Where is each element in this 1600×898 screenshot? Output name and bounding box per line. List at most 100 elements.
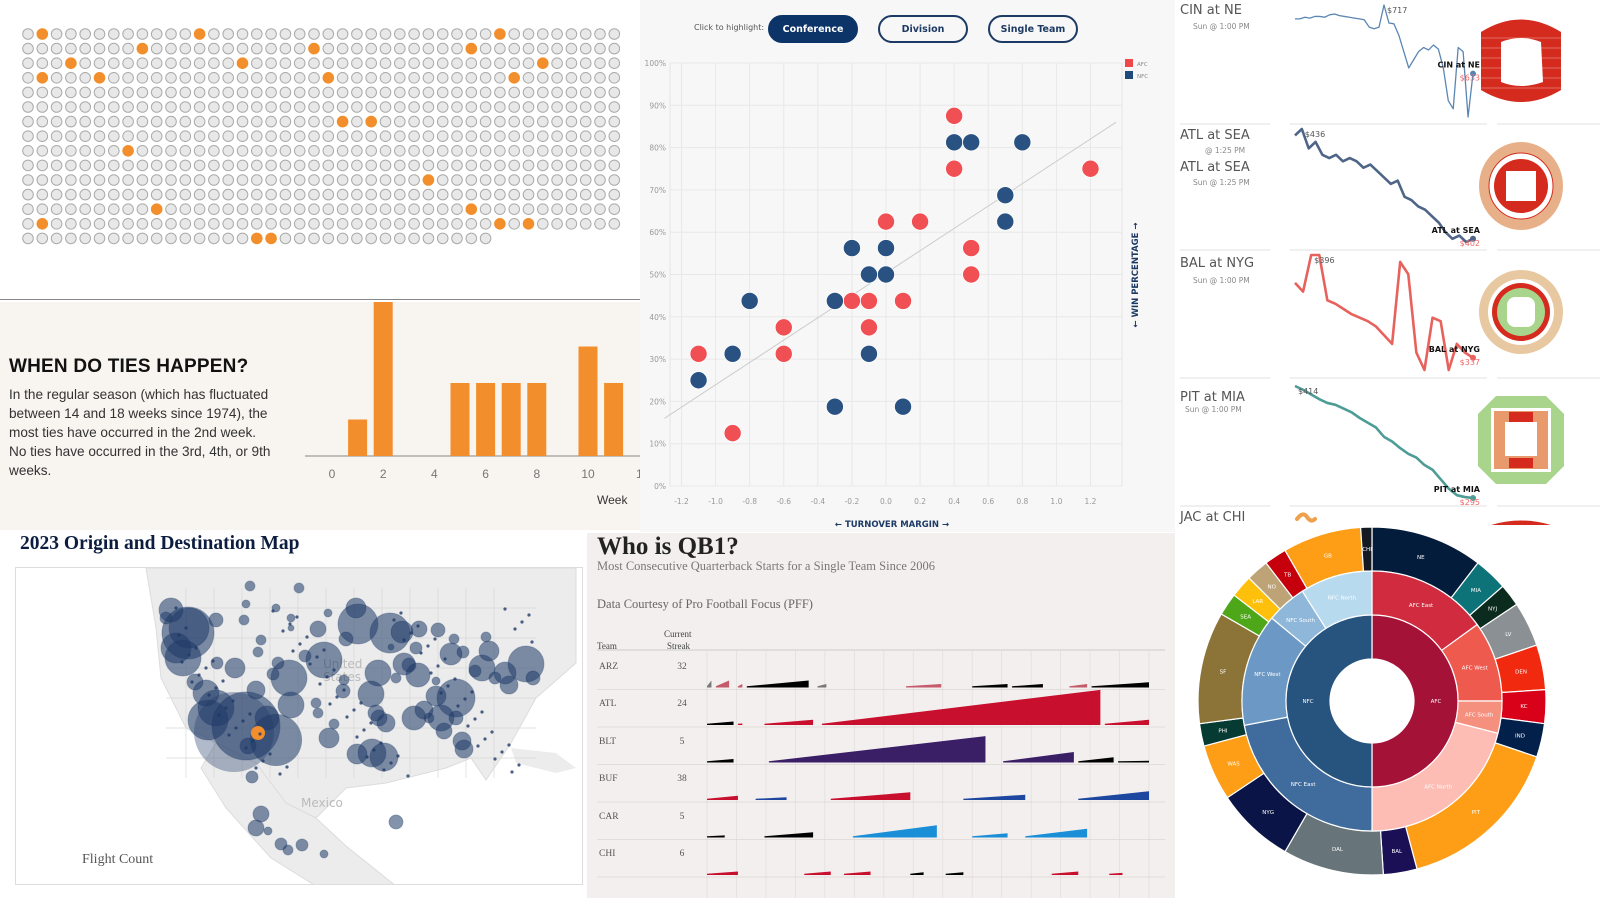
map-frame[interactable]: UnitedStatesMexico [15, 567, 583, 885]
point-afc[interactable] [945, 159, 964, 178]
airport-dot[interactable] [436, 664, 440, 668]
airport-dot[interactable] [221, 679, 225, 683]
airport-bubble[interactable] [480, 631, 492, 643]
airport-bubble[interactable] [435, 722, 453, 740]
airport-bubble[interactable] [448, 633, 460, 645]
airport-bubble[interactable] [338, 674, 350, 686]
airport-dot[interactable] [453, 677, 457, 681]
qb-streak-segment[interactable] [1078, 791, 1149, 800]
airport-bubble[interactable] [238, 614, 250, 626]
airport-dot[interactable] [426, 644, 430, 648]
qb-streak-segment[interactable] [972, 833, 1008, 838]
airport-dot[interactable] [248, 712, 252, 716]
airport-dot[interactable] [446, 684, 450, 688]
airport-dot[interactable] [204, 666, 208, 670]
airport-dot[interactable] [291, 649, 295, 653]
airport-bubble[interactable] [414, 700, 434, 720]
airport-dot[interactable] [379, 741, 383, 745]
conference-slice-nfc[interactable] [1285, 614, 1373, 788]
airport-bubble[interactable] [388, 814, 404, 830]
airport-dot[interactable] [197, 673, 201, 677]
airport-bubble[interactable] [493, 661, 517, 685]
qb-streak-segment[interactable] [821, 689, 1101, 725]
conference-slice-afc[interactable] [1371, 614, 1459, 788]
airport-dot[interactable] [416, 624, 420, 628]
airport-bubble[interactable] [263, 826, 273, 836]
qb-streak-segment[interactable] [1104, 719, 1149, 725]
airport-dot[interactable] [510, 770, 514, 774]
point-afc[interactable] [1081, 159, 1100, 178]
qb-streak-segment[interactable] [1051, 871, 1079, 875]
airport-bubble[interactable] [387, 643, 395, 651]
airport-dot[interactable] [517, 763, 521, 767]
airport-bubble[interactable] [338, 631, 354, 647]
point-nfc[interactable] [825, 397, 844, 416]
airport-dot[interactable] [352, 708, 356, 712]
airport-dot[interactable] [345, 715, 349, 719]
airport-bubble[interactable] [425, 685, 447, 707]
point-afc[interactable] [962, 265, 981, 284]
highlighted-airport-bubble[interactable] [251, 726, 265, 740]
airport-dot[interactable] [365, 755, 369, 759]
airport-dot[interactable] [392, 618, 396, 622]
airport-bubble[interactable] [318, 727, 340, 749]
airport-bubble[interactable] [160, 632, 192, 664]
airport-dot[interactable] [187, 653, 191, 657]
airport-dot[interactable] [258, 732, 262, 736]
airport-bubble-large[interactable] [250, 714, 302, 766]
qb-streak-segment[interactable] [817, 683, 827, 688]
airport-bubble[interactable] [430, 622, 446, 638]
airport-dot[interactable] [271, 609, 275, 613]
airport-dot[interactable] [480, 710, 484, 714]
qb-streak-segment[interactable] [910, 872, 924, 875]
airport-bubble[interactable] [310, 697, 322, 709]
point-afc[interactable] [842, 291, 861, 310]
airport-dot[interactable] [251, 739, 255, 743]
airport-dot[interactable] [190, 680, 194, 684]
qb-streak-segment[interactable] [707, 795, 738, 800]
point-afc[interactable] [859, 291, 878, 310]
point-afc[interactable] [894, 291, 913, 310]
airport-dot[interactable] [234, 726, 238, 730]
point-nfc[interactable] [859, 344, 878, 363]
airport-bubble[interactable] [293, 582, 305, 594]
airport-dot[interactable] [231, 699, 235, 703]
qb-streak-segment[interactable] [1003, 751, 1074, 763]
airport-dot[interactable] [180, 660, 184, 664]
airport-bubble[interactable] [246, 680, 266, 700]
point-nfc[interactable] [876, 265, 895, 284]
airport-dot[interactable] [355, 735, 359, 739]
point-afc[interactable] [945, 106, 964, 125]
airport-bubble[interactable] [448, 710, 464, 726]
airport-bubble[interactable] [244, 580, 256, 592]
point-nfc[interactable] [945, 133, 964, 152]
airport-dot[interactable] [419, 651, 423, 655]
airport-dot[interactable] [463, 697, 467, 701]
point-afc[interactable] [876, 212, 895, 231]
point-nfc[interactable] [842, 239, 861, 258]
airport-dot[interactable] [288, 622, 292, 626]
point-afc[interactable] [774, 344, 793, 363]
airport-bubble[interactable] [328, 718, 340, 730]
division-button[interactable]: Division [878, 15, 968, 43]
airport-bubble[interactable] [287, 624, 295, 632]
airport-dot[interactable] [328, 702, 332, 706]
qb-streak-segment[interactable] [1091, 682, 1149, 688]
airport-bubble[interactable] [247, 819, 265, 837]
airport-dot[interactable] [527, 613, 531, 617]
airport-dot[interactable] [396, 754, 400, 758]
airport-dot[interactable] [513, 627, 517, 631]
game-row[interactable]: JAC at CHI [1175, 506, 1600, 525]
airport-dot[interactable] [268, 752, 272, 756]
airport-dot[interactable] [409, 631, 413, 635]
airport-bubble[interactable] [208, 612, 224, 628]
airport-dot[interactable] [227, 733, 231, 737]
airport-dot[interactable] [507, 743, 511, 747]
airport-dot[interactable] [207, 693, 211, 697]
qb-streak-segment[interactable] [707, 721, 734, 725]
qb-streak-segment[interactable] [905, 683, 942, 688]
airport-dot[interactable] [261, 759, 265, 763]
airport-dot[interactable] [382, 768, 386, 772]
airport-bubble[interactable] [271, 656, 285, 670]
qb-streak-segment[interactable] [830, 792, 911, 800]
